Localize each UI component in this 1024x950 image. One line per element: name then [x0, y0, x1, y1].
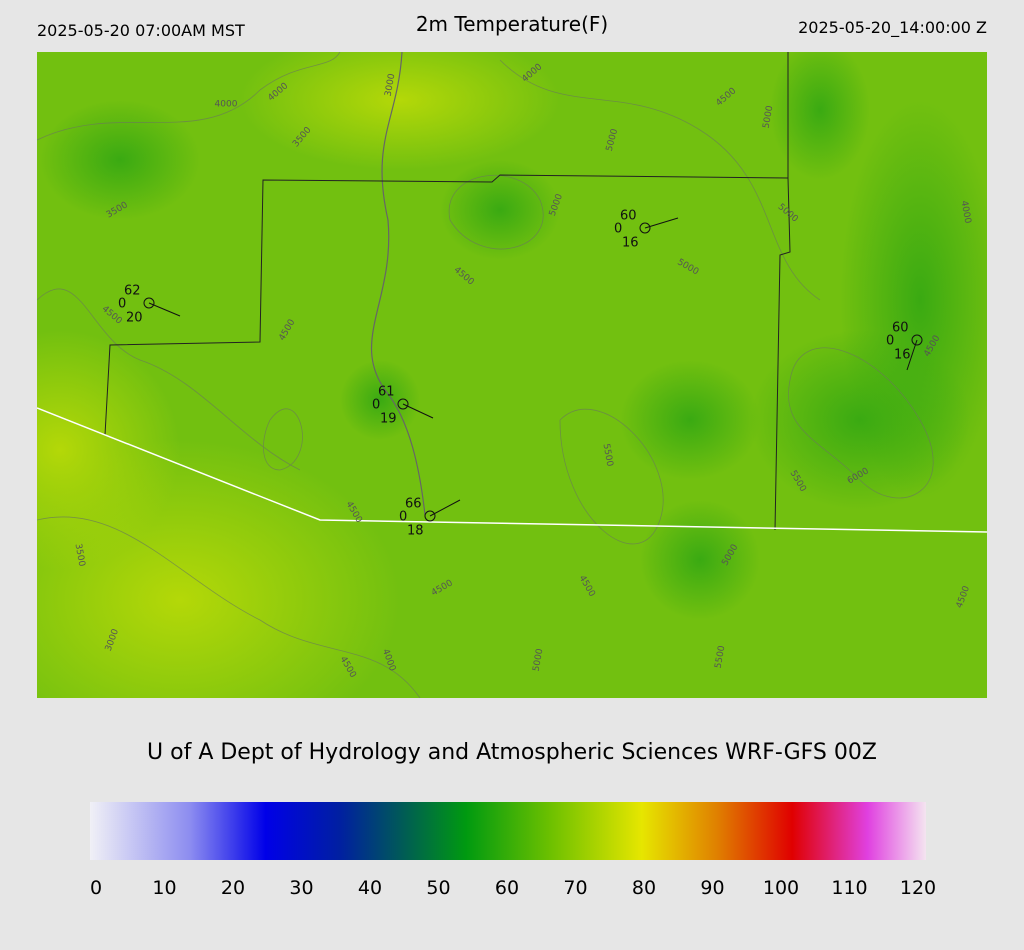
contour-label: 3500 [73, 543, 87, 568]
wind-barb [429, 499, 461, 517]
colorbar-tick-label: 10 [152, 877, 176, 899]
station-dewpoint: 16 [894, 348, 911, 363]
valid-local: 2025-05-20 07:00AM MST [37, 21, 245, 40]
colorbar-tick-label: 100 [763, 877, 799, 899]
colorbar-tick-label: 90 [700, 877, 724, 899]
colorbar-tick-label: 80 [632, 877, 656, 899]
station-circle [424, 510, 436, 522]
colorbar-tick-label: 50 [426, 877, 450, 899]
colorbar-tick-label: 40 [358, 877, 382, 899]
colorbar-tick-label: 120 [900, 877, 936, 899]
wind-barb [148, 302, 181, 317]
station-dewpoint: 19 [380, 412, 397, 427]
colorbar-tick-label: 20 [221, 877, 245, 899]
station-circle [639, 222, 651, 234]
station-value: 0 [614, 222, 622, 237]
wind-barb [644, 217, 679, 229]
credit: U of A Dept of Hydrology and Atmospheric… [147, 740, 877, 765]
map-title: 2m Temperature(F) [416, 12, 608, 36]
station-circle [911, 334, 923, 346]
contour-label: 4000 [215, 100, 238, 110]
station-value: 0 [372, 398, 380, 413]
colorbar-tick-label: 110 [831, 877, 867, 899]
station-temperature: 66 [405, 497, 422, 512]
station-value: 0 [118, 297, 126, 312]
station-temperature: 60 [620, 209, 637, 224]
colorbar-tick-label: 0 [90, 877, 102, 899]
contour-label: 5000 [762, 105, 776, 130]
colorbar [90, 802, 926, 860]
contour-label: 5000 [532, 648, 546, 673]
colorbar-tick-label: 60 [495, 877, 519, 899]
contour-label: 5500 [714, 645, 728, 670]
station-temperature: 62 [124, 284, 141, 299]
station-dewpoint: 16 [622, 236, 639, 251]
contour-label: 3000 [384, 73, 398, 98]
wind-barb [906, 339, 918, 371]
station-value: 0 [399, 510, 407, 525]
colorbar-tick-label: 30 [289, 877, 313, 899]
station-value: 0 [886, 334, 894, 349]
station-temperature: 61 [378, 385, 395, 400]
colorbar-tick-label: 70 [563, 877, 587, 899]
contour-label: 5500 [601, 443, 615, 468]
wind-barb [402, 403, 434, 419]
valid-utc: 2025-05-20_14:00:00 Z [798, 18, 987, 38]
contour-label: 4000 [959, 200, 973, 225]
station-circle [143, 297, 155, 309]
station-temperature: 60 [892, 321, 909, 336]
station-dewpoint: 18 [407, 524, 424, 539]
station-circle [397, 398, 409, 410]
station-dewpoint: 20 [126, 311, 143, 326]
